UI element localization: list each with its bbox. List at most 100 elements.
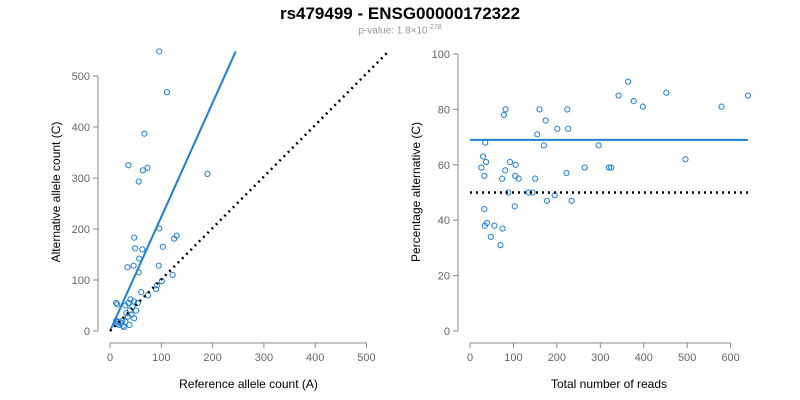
y-tick-label: 500 xyxy=(72,71,90,83)
data-point xyxy=(536,106,543,113)
x-tick-label: 500 xyxy=(678,352,696,364)
x-tick-label: 400 xyxy=(306,352,324,364)
y-axis-label: Alternative allele count (C) xyxy=(49,122,63,263)
data-point xyxy=(568,197,575,204)
x-axis-label: Reference allele count (A) xyxy=(179,377,318,391)
data-point xyxy=(512,172,519,179)
data-point xyxy=(478,164,485,171)
x-tick-label: 600 xyxy=(721,352,739,364)
x-tick-label: 200 xyxy=(548,352,566,364)
chart-2: 0 100 200 300 400 500 600 0 20 40 60 80 100 Total num… xyxy=(409,49,752,391)
data-point xyxy=(505,189,512,196)
y-tick-label: 100 xyxy=(72,275,90,287)
x-tick-label: 300 xyxy=(255,352,273,364)
data-point xyxy=(542,117,549,124)
data-point xyxy=(625,78,632,85)
data-point xyxy=(126,321,133,328)
data-point xyxy=(718,103,725,110)
data-point xyxy=(615,92,622,99)
data-point xyxy=(564,106,571,113)
data-point xyxy=(506,158,514,166)
x-tick-label: 100 xyxy=(152,352,170,364)
x-tick-label: 400 xyxy=(635,352,653,364)
data-point xyxy=(132,245,139,252)
data-point xyxy=(499,175,506,182)
p-value-text: p-value: 1.8×10 xyxy=(358,25,428,37)
x-tick-label: 0 xyxy=(107,352,113,364)
reference-line xyxy=(109,52,388,332)
data-point xyxy=(130,262,137,269)
data-point xyxy=(124,264,131,271)
data-point xyxy=(139,246,146,253)
data-point xyxy=(639,103,646,110)
data-point xyxy=(532,175,539,182)
data-point xyxy=(131,315,138,322)
chart-1: 0 100 200 300 400 500 0 100 200 300 400 500 Referenc… xyxy=(49,48,388,391)
data-point xyxy=(482,158,490,166)
data-point xyxy=(113,299,120,307)
data-point xyxy=(487,233,494,240)
y-tick-label: 300 xyxy=(72,173,90,185)
data-point xyxy=(134,299,141,307)
data-point xyxy=(163,89,171,96)
chart-title: rs479499 - ENSG00000172322 xyxy=(279,4,521,23)
y-tick-label: 100 xyxy=(432,49,450,61)
x-tick-label: 0 xyxy=(467,352,473,364)
y-tick-label: 80 xyxy=(438,104,450,116)
data-point xyxy=(605,164,613,171)
data-point xyxy=(497,242,504,249)
data-point xyxy=(131,234,138,241)
x-tick-label: 500 xyxy=(357,352,375,364)
data-point xyxy=(115,318,122,325)
y-axis-label: Percentage alternative (C) xyxy=(409,122,423,262)
data-point xyxy=(540,142,547,149)
data-point xyxy=(563,170,570,177)
data-point xyxy=(138,289,145,296)
data-point xyxy=(153,286,160,293)
data-point xyxy=(491,222,498,229)
x-tick-label: 300 xyxy=(591,352,609,364)
data-point xyxy=(581,164,588,171)
x-tick-label: 100 xyxy=(504,352,522,364)
data-point xyxy=(595,142,602,149)
data-point xyxy=(511,203,518,210)
y-tick-label: 0 xyxy=(444,326,450,338)
data-point xyxy=(139,167,146,174)
chart-subtitle: p-value: 1.8×10-278 xyxy=(0,24,800,36)
y-tick-label: 0 xyxy=(84,326,90,338)
data-point xyxy=(169,271,176,278)
data-point xyxy=(122,302,129,309)
data-point xyxy=(204,170,211,177)
data-point xyxy=(141,130,148,137)
fit-line xyxy=(109,51,237,332)
data-point xyxy=(481,222,488,229)
x-tick-label: 200 xyxy=(203,352,221,364)
data-point xyxy=(565,125,572,132)
data-point xyxy=(171,235,178,242)
data-point xyxy=(512,161,519,168)
data-point xyxy=(114,301,121,308)
data-point xyxy=(663,89,670,96)
data-point xyxy=(554,125,561,132)
data-point xyxy=(502,167,509,174)
y-tick-label: 60 xyxy=(438,160,450,172)
data-point xyxy=(159,243,166,250)
data-point xyxy=(744,92,752,99)
data-point xyxy=(502,106,509,113)
data-point xyxy=(481,206,488,213)
data-point xyxy=(630,97,637,105)
y-tick-label: 20 xyxy=(438,271,450,283)
y-tick-label: 200 xyxy=(72,224,90,236)
data-point xyxy=(121,323,128,331)
data-point xyxy=(125,162,132,169)
data-point xyxy=(479,153,487,160)
data-point xyxy=(144,292,152,299)
data-point xyxy=(144,164,151,171)
data-point xyxy=(500,111,507,119)
data-point xyxy=(481,172,488,179)
data-point xyxy=(118,319,125,326)
data-point xyxy=(543,197,550,204)
y-tick-label: 40 xyxy=(438,215,450,227)
